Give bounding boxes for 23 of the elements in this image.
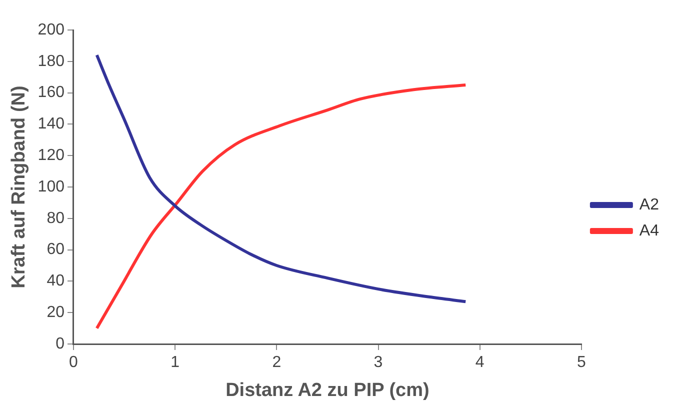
x-tick-label: 0 xyxy=(69,354,78,372)
x-tick-label: 2 xyxy=(272,354,282,372)
y-tick-label: 200 xyxy=(38,21,65,38)
y-tick-label: 0 xyxy=(56,335,65,352)
y-tick-label: 60 xyxy=(46,241,65,258)
x-tick-label: 3 xyxy=(374,354,383,372)
line-series xyxy=(95,54,468,304)
y-tick-label: 180 xyxy=(38,52,65,70)
legend-label: A4 xyxy=(639,222,660,240)
y-tick-label: 20 xyxy=(46,304,65,322)
x-tick-label: 5 xyxy=(576,354,586,372)
y-tick-label: 160 xyxy=(38,84,65,102)
y-tick-label: 140 xyxy=(38,116,65,133)
x-axis-title: Distanz A2 zu PIP (cm) xyxy=(226,380,430,401)
x-tick-label: 1 xyxy=(170,354,180,372)
y-tick-label: 120 xyxy=(38,147,65,164)
y-tick-label: 100 xyxy=(38,178,65,196)
y-tick-label: 40 xyxy=(46,272,65,290)
line-series xyxy=(95,83,468,330)
y-tick-label: 80 xyxy=(46,210,65,227)
legend-label: A2 xyxy=(639,196,660,214)
x-tick-label: 4 xyxy=(475,354,484,372)
y-axis-title: Kraft auf Ringband (N) xyxy=(8,86,30,288)
